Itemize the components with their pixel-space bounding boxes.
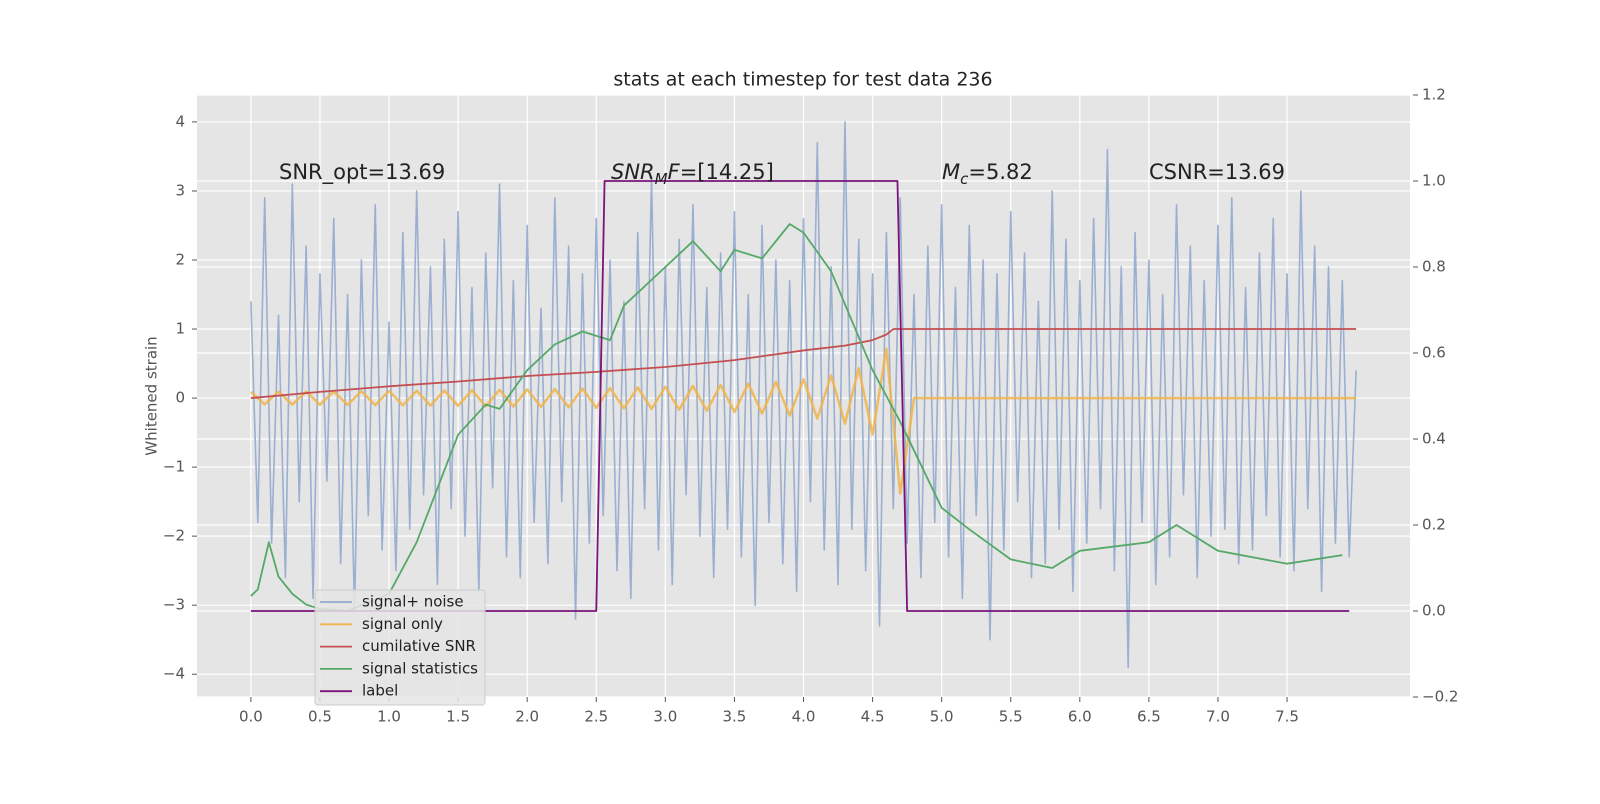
legend: signal+ noise signal only cumilative SNR si…	[314, 589, 486, 706]
y-tick-label: −3	[163, 596, 185, 614]
series-line	[250, 180, 1350, 612]
annotation-part: F	[668, 160, 681, 184]
y2-tick-label: 0.4	[1422, 430, 1446, 448]
legend-box	[314, 589, 486, 706]
legend-label: signal statistics	[362, 659, 478, 677]
y-tick-label: 3	[175, 181, 185, 199]
x-tick-label: 4.0	[792, 708, 816, 726]
y-tick-label: −2	[163, 527, 185, 545]
legend-label: cumilative SNR	[362, 637, 476, 655]
x-tick-label: 3.5	[722, 708, 746, 726]
x-tick-label: 5.5	[999, 708, 1023, 726]
x-tick-label: 2.0	[515, 708, 539, 726]
y2-tick-label: 1.2	[1422, 86, 1446, 104]
legend-label: label	[362, 682, 398, 700]
annotation: Mc=5.82	[942, 160, 1033, 188]
y-tick-label: 2	[175, 250, 185, 268]
y2-tick-label: 0.8	[1422, 258, 1446, 276]
series-line	[250, 328, 1357, 399]
grid	[197, 94, 1410, 698]
annotation-part: =[14.25]	[680, 160, 774, 184]
y-tick-label: 1	[175, 320, 185, 338]
x-tick-label: 3.0	[653, 708, 677, 726]
series-line	[250, 347, 1357, 495]
y2-tick-label: −0.2	[1422, 688, 1458, 706]
x-tick-label: 1.0	[377, 708, 401, 726]
annotation-part: M	[942, 160, 960, 184]
y2-tick-label: 0.0	[1422, 602, 1446, 620]
y-tick-label: 4	[175, 112, 185, 130]
x-tick-label: 6.5	[1137, 708, 1161, 726]
legend-label: signal+ noise	[362, 593, 464, 611]
y2-tick-label: 1.0	[1422, 172, 1446, 190]
y-tick-label: 0	[175, 389, 185, 407]
y2-tick-label: 0.6	[1422, 344, 1446, 362]
annotation-part: CSNR=13.69	[1149, 160, 1285, 184]
y-tick-label: −1	[163, 458, 185, 476]
annotation-part: SNR_opt=13.69	[279, 160, 445, 185]
annotation: SNR_opt=13.69	[279, 160, 445, 185]
x-tick-label: 0.0	[239, 708, 263, 726]
annotation: CSNR=13.69	[1149, 160, 1285, 184]
x-tick-label: 6.0	[1068, 708, 1092, 726]
annotation-part: M	[655, 170, 668, 188]
x-tick-label: 7.5	[1275, 708, 1299, 726]
annotation: SNRMF=[14.25]	[611, 160, 774, 188]
x-tick-label: 4.5	[861, 708, 885, 726]
x-tick-label: 2.5	[584, 708, 608, 726]
y-tick-label: −4	[163, 665, 185, 683]
annotation-part: c	[960, 170, 969, 188]
y-axis-label: Whitened strain	[143, 336, 161, 455]
x-tick-label: 0.5	[308, 708, 332, 726]
annotation-part: SNR	[611, 160, 655, 184]
annotation-part: =5.82	[968, 160, 1032, 184]
chart-title: stats at each timestep for test data 236	[613, 69, 992, 91]
x-tick-label: 1.5	[446, 708, 470, 726]
legend-label: signal only	[362, 615, 443, 633]
y2-tick-label: 0.2	[1422, 516, 1446, 534]
x-tick-label: 7.0	[1206, 708, 1230, 726]
series-line	[250, 121, 1357, 669]
x-tick-label: 5.0	[930, 708, 954, 726]
